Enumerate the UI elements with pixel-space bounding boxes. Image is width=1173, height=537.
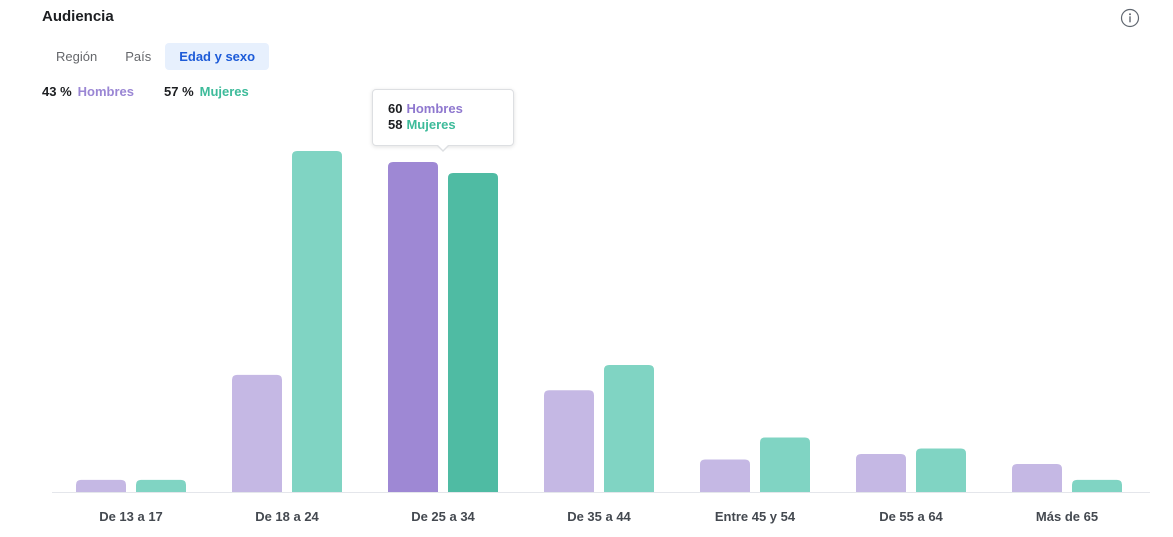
bar-women-7[interactable] [1072,479,1122,492]
x-tick-label: Más de 65 [1036,509,1098,524]
tab-age-gender[interactable]: Edad y sexo [165,42,270,70]
tooltip-women-label: Mujeres [406,117,456,132]
tooltip-women-row: 58 Mujeres [388,117,513,133]
x-tick-label: De 55 a 64 [879,509,943,524]
bar-women-3[interactable] [448,173,498,492]
men-label: Hombres [77,84,134,99]
tooltip-women-value: 58 [388,117,403,132]
bar-women-5[interactable] [760,437,810,492]
bar-men-2[interactable] [232,374,282,492]
tooltip-men-row: 60 Hombres [388,101,513,117]
men-percentage: 43 % [42,84,72,99]
x-tick-label: De 18 a 24 [255,509,319,524]
bar-men-7[interactable] [1012,463,1062,492]
bar-tooltip: 60 Hombres 58 Mujeres [372,89,514,146]
bar-men-4[interactable] [544,390,594,492]
page-title: Audiencia [42,8,114,25]
x-tick-label: De 13 a 17 [99,509,163,524]
x-tick-label: Entre 45 y 54 [715,509,796,524]
tab-country[interactable]: País [125,48,152,64]
x-tick-label: De 25 a 34 [411,509,475,524]
bar-men-1[interactable] [76,479,126,492]
tab-bar: Región País Edad y sexo [42,42,270,70]
women-percentage: 57 % [164,84,194,99]
gender-summary: 43 % Hombres 57 % Mujeres [42,84,249,99]
bar-women-4[interactable] [604,364,654,492]
bar-men-3[interactable] [388,162,438,492]
tooltip-men-label: Hombres [406,101,463,116]
bar-men-5[interactable] [700,459,750,492]
x-tick-label: De 35 a 44 [567,509,631,524]
tooltip-men-value: 60 [388,101,403,116]
tooltip-arrow [436,144,450,152]
tab-region[interactable]: Región [56,48,98,64]
women-label: Mujeres [199,84,249,99]
info-icon[interactable] [1120,8,1140,28]
bar-women-2[interactable] [292,151,342,492]
bar-men-6[interactable] [856,454,906,492]
bar-women-1[interactable] [136,479,186,492]
bar-women-6[interactable] [916,448,966,492]
